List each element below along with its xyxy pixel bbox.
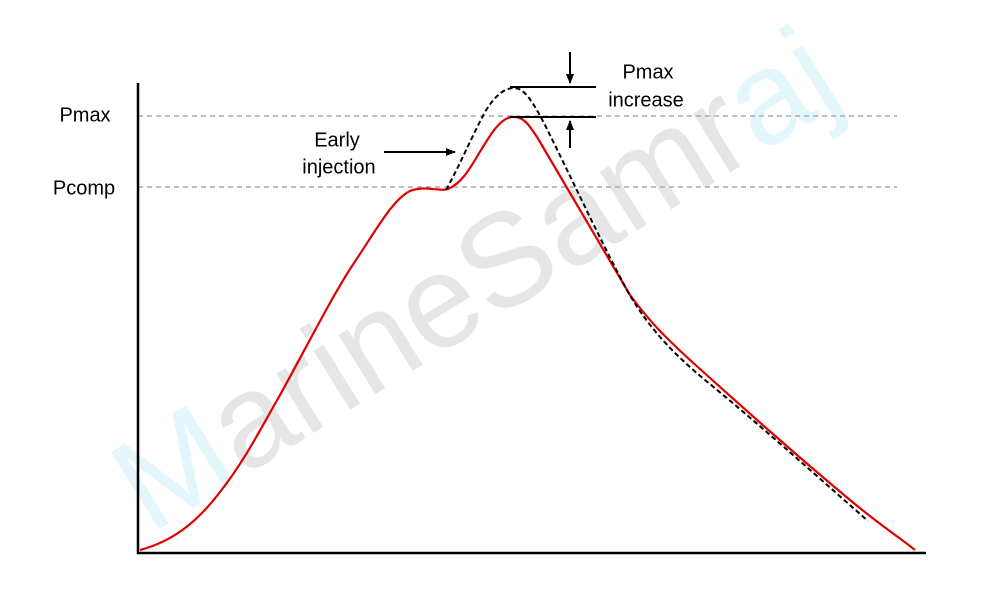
early-injection-curve [445,86,869,522]
watermark-part: arineSamr [180,53,774,500]
early-injection-label: injection [302,156,375,178]
pmax-increase-label: increase [608,89,684,111]
early-injection-label: Early [314,129,360,151]
pmax-increase-label: Pmax [622,61,673,83]
watermark: MarineSamraj [87,0,862,559]
pcomp-label: Pcomp [53,177,115,199]
normal-curve [139,115,916,552]
pmax-label: Pmax [59,104,110,126]
